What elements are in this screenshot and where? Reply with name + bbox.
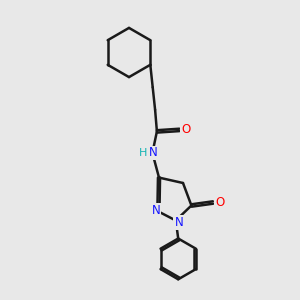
Text: H: H — [139, 148, 148, 158]
Text: N: N — [148, 146, 158, 160]
Text: O: O — [182, 123, 190, 136]
Text: N: N — [152, 204, 160, 218]
Text: N: N — [174, 216, 183, 230]
Text: O: O — [215, 196, 224, 209]
